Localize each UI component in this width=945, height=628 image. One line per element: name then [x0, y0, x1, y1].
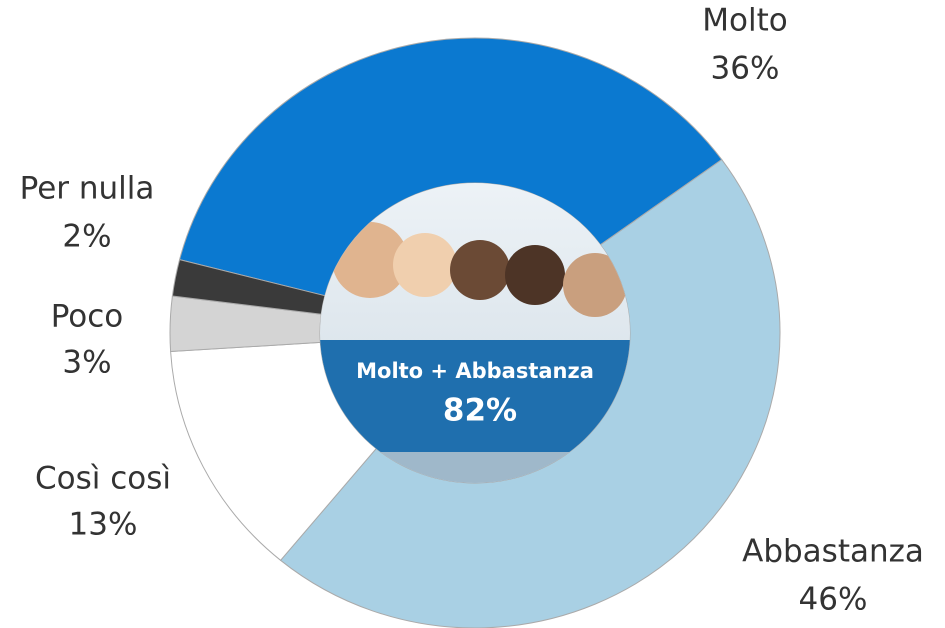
slice-label: Poco — [51, 299, 124, 335]
slice-value-label: 36% — [711, 51, 780, 87]
chart: Molto + Abbastanza 82% Molto 36% Abbastanz… — [0, 0, 945, 628]
center-value: 82% — [443, 393, 517, 429]
center-title: Molto + Abbastanza — [356, 359, 594, 383]
slice-label: Molto — [702, 3, 787, 39]
slice-value-label: 13% — [69, 507, 138, 543]
slice-value-label: 3% — [62, 345, 111, 381]
slice-label: Per nulla — [20, 171, 155, 207]
slice-label: Abbastanza — [742, 534, 924, 570]
slice-value-label: 2% — [62, 219, 111, 255]
slice-label: Così così — [35, 461, 171, 497]
slice-value-label: 46% — [799, 582, 868, 618]
